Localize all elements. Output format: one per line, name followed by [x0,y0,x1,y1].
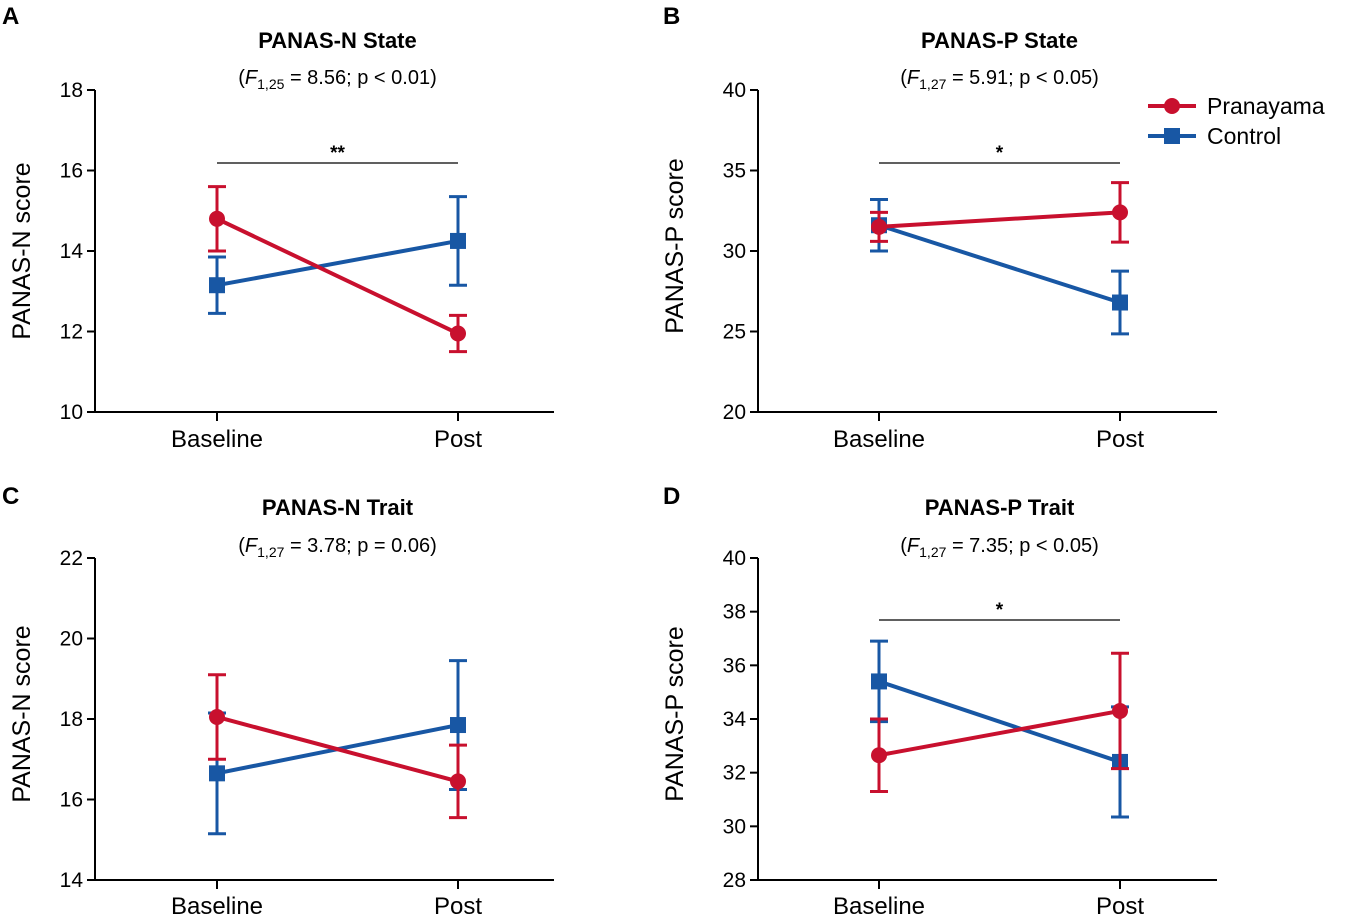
pranayama-point [871,747,887,764]
y-tick-label: 14 [60,869,84,892]
series-pranayama [208,185,467,354]
x-tick-label: Baseline [833,426,925,453]
legend-item-pranayama: Pranayama [1148,93,1325,119]
pranayama-point [1112,702,1128,719]
x-tick-label: Post [1096,893,1144,920]
y-axis-label: PANAS-N score [8,162,36,339]
control-point [209,765,225,782]
y-tick-label: 10 [60,401,83,424]
y-tick-label: 40 [723,79,746,102]
x-tick-label: Post [434,893,482,920]
control-line [216,238,459,288]
panel-letter: C [2,483,19,510]
significance-marker: * [996,600,1004,621]
pranayama-line [878,210,1121,229]
x-tick-label: Baseline [171,893,263,920]
chart-subtitle: (F1,25 = 8.56; p < 0.01) [238,67,436,92]
pranayama-point [209,708,225,725]
panel-letter: B [663,3,680,30]
y-tick-label: 18 [60,708,83,731]
legend-item-control: Control [1148,123,1281,149]
pranayama-line [878,708,1121,758]
series-pranayama [870,651,1129,793]
y-tick-label: 20 [60,628,83,651]
y-tick-label: 25 [723,321,746,344]
legend-square-icon [1164,128,1180,144]
chart-subtitle: (F1,27 = 5.91; p < 0.05) [900,67,1098,92]
control-point [209,277,225,294]
chart-title: PANAS-P State [921,28,1078,53]
y-tick-label: 40 [723,547,746,570]
y-tick-label: 14 [60,240,84,263]
y-tick-label: 30 [723,240,746,263]
y-tick-label: 32 [723,762,746,785]
panel-a: A PANAS-N State (F1,25 = 8.56; p < 0.01) 10… [2,3,554,453]
y-tick-label: 35 [723,160,746,183]
y-tick-label: 34 [723,708,747,731]
x-tick-label: Baseline [171,426,263,453]
x-tick-label: Post [434,426,482,453]
x-tick-label: Post [1096,426,1144,453]
pranayama-point [450,773,466,790]
y-tick-label: 18 [60,79,83,102]
series-pranayama [208,673,467,820]
pranayama-point [1112,204,1128,221]
control-point [871,673,887,690]
pranayama-point [450,325,466,342]
control-line [878,223,1121,305]
y-tick-label: 22 [60,547,83,570]
significance-marker: ** [330,143,345,164]
chart-subtitle: (F1,27 = 7.35; p < 0.05) [900,535,1098,560]
y-tick-label: 38 [723,601,746,624]
pranayama-line [216,715,459,784]
panel-c: C PANAS-N Trait (F1,27 = 3.78; p = 0.06) 14… [2,483,554,920]
x-tick-label: Baseline [833,893,925,920]
pranayama-point [209,210,225,227]
series-control [208,195,467,315]
y-axis-label: PANAS-P score [661,626,689,802]
panel-b: B PANAS-P State (F1,27 = 5.91; p < 0.05) 20… [661,3,1217,453]
control-point [450,717,466,734]
y-tick-label: 12 [60,321,83,344]
y-tick-label: 30 [723,815,746,838]
panel-letter: D [663,483,680,510]
panel-d: D PANAS-P Trait (F1,27 = 7.35; p < 0.05) 28… [661,483,1217,920]
y-tick-label: 20 [723,401,746,424]
significance-marker: * [996,143,1004,164]
y-tick-label: 16 [60,160,83,183]
legend-label: Control [1207,123,1281,149]
y-axis-label: PANAS-P score [661,158,689,334]
chart-title: PANAS-N State [258,28,417,53]
panel-letter: A [2,3,19,30]
chart-subtitle: (F1,27 = 3.78; p = 0.06) [238,535,436,560]
legend-circle-icon [1164,98,1180,114]
series-pranayama [870,181,1129,244]
pranayama-line [216,216,459,336]
series-control [870,639,1129,819]
control-point [450,232,466,249]
y-tick-label: 16 [60,789,83,812]
y-tick-label: 36 [723,654,746,677]
chart-title: PANAS-P Trait [925,495,1075,520]
control-line [878,679,1121,764]
control-point [1112,294,1128,311]
pranayama-point [871,218,887,235]
chart-title: PANAS-N Trait [262,495,414,520]
y-axis-label: PANAS-N score [8,625,36,802]
legend-label: Pranayama [1207,93,1325,119]
y-tick-label: 28 [723,869,746,892]
legend: Pranayama Control [1148,93,1325,149]
